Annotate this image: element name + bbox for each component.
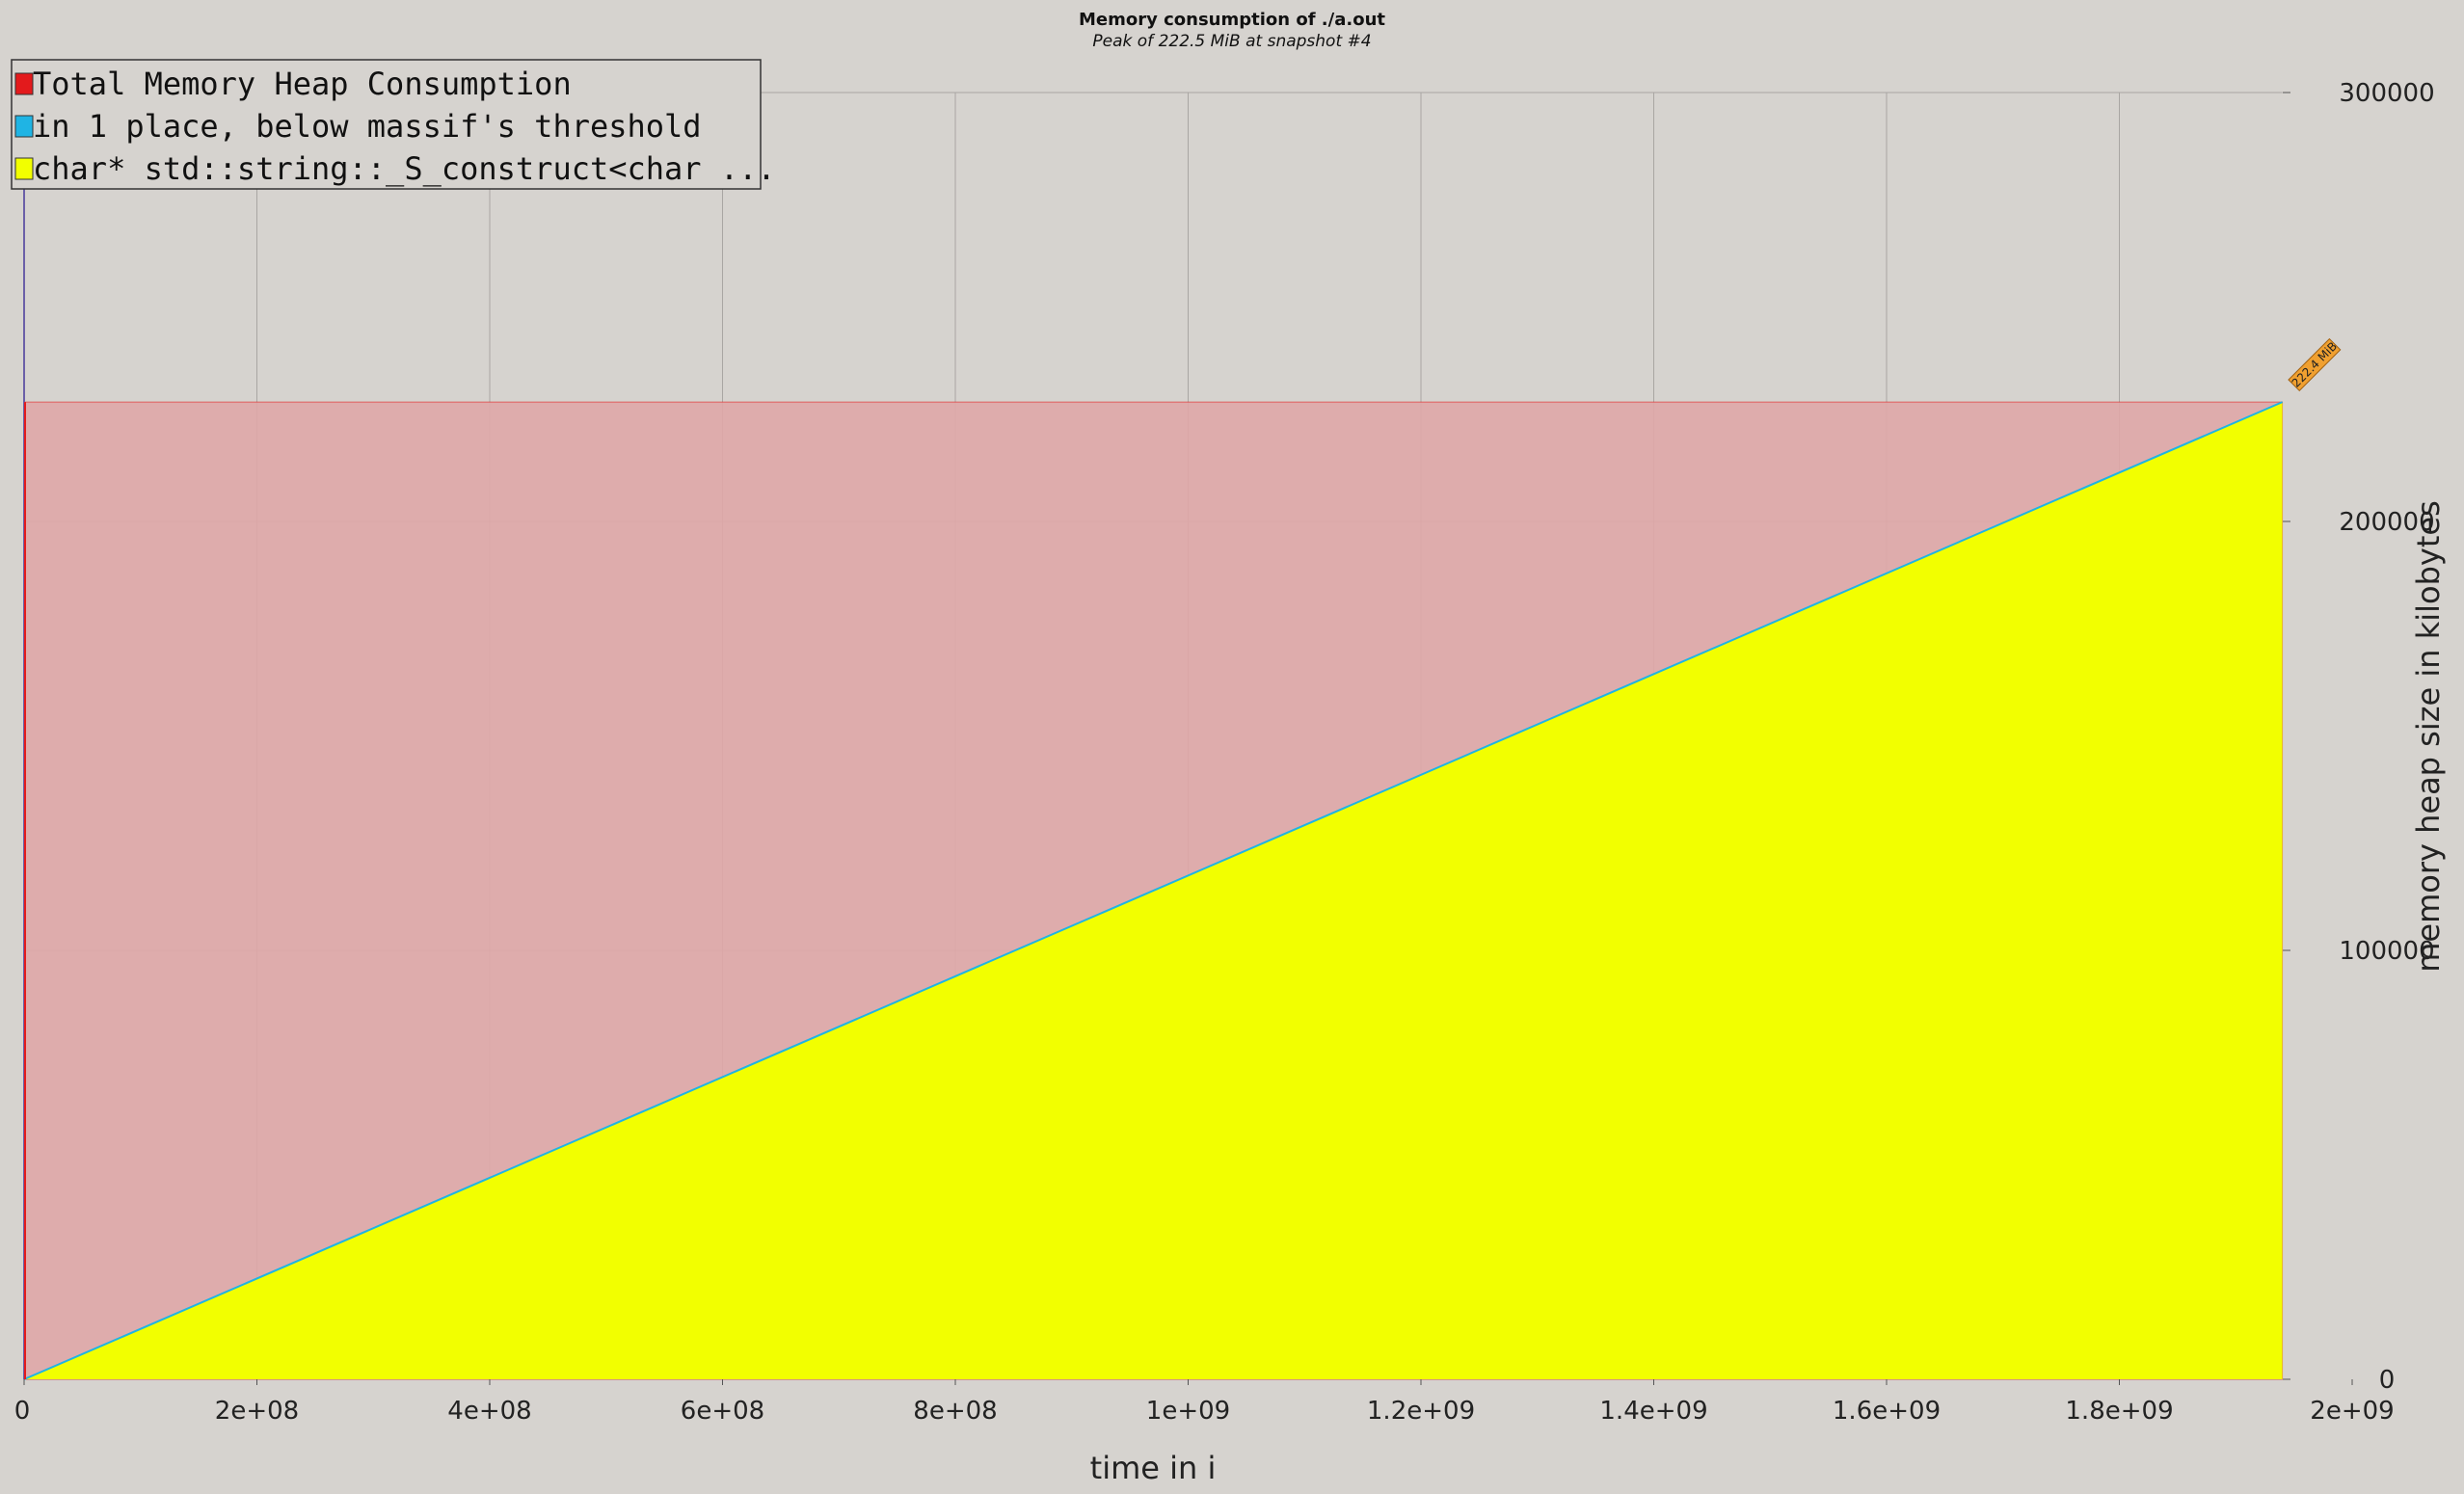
- y-tick-label: 300000: [2339, 79, 2434, 108]
- chart-subtitle: Peak of 222.5 MiB at snapshot #4: [1092, 32, 1371, 51]
- x-tick-label: 1.4e+09: [1599, 1397, 1707, 1426]
- peak-annotation-box: [2288, 337, 2342, 391]
- legend-swatch: [14, 115, 34, 138]
- legend-box: [11, 59, 762, 190]
- y-tick-label: 0: [2379, 1366, 2396, 1395]
- x-tick-label: 1.6e+09: [1833, 1397, 1941, 1426]
- x-tick-label: 0: [14, 1397, 31, 1426]
- x-tick-label: 1e+09: [1146, 1397, 1230, 1426]
- axes: 0 2e+08 4e+08 6e+08 8e+08 1e+09 1.2e+09 1.4e+09…: [14, 79, 2435, 1426]
- y-tick-label: 100000: [2339, 937, 2434, 966]
- y-tick-label: 200000: [2339, 508, 2434, 537]
- chart-title: Memory consumption of ./a.out: [1079, 10, 1385, 30]
- peak-annotation: 222.4 MiB: [2288, 337, 2342, 391]
- legend: Total Memory Heap Consumption in 1 place,…: [11, 59, 776, 190]
- x-tick-label: 8e+08: [913, 1397, 997, 1426]
- legend-label: in 1 place, below massif's threshold: [33, 108, 702, 145]
- x-tick-label: 6e+08: [681, 1397, 764, 1426]
- x-tick-label: 2e+08: [215, 1397, 299, 1426]
- x-tick-label: 1.8e+09: [2065, 1397, 2173, 1426]
- x-tick-label: 2e+09: [2310, 1397, 2394, 1426]
- x-axis-label: time in i: [1090, 1450, 1217, 1486]
- x-tick-label: 1.2e+09: [1367, 1397, 1475, 1426]
- x-tick-label: 4e+08: [447, 1397, 531, 1426]
- legend-label: Total Memory Heap Consumption: [33, 66, 572, 102]
- legend-swatch: [14, 157, 34, 180]
- legend-label: char* std::string::_S_construct<char ...: [33, 150, 776, 187]
- line-below-threshold: [23, 401, 2283, 1380]
- peak-annotation-text: 222.4 MiB: [2290, 339, 2340, 389]
- legend-swatch: [14, 72, 34, 95]
- plot-area: 222.4 MiB: [23, 93, 2342, 1380]
- y-axis-label: memory heap size in kilobytes: [2410, 500, 2447, 973]
